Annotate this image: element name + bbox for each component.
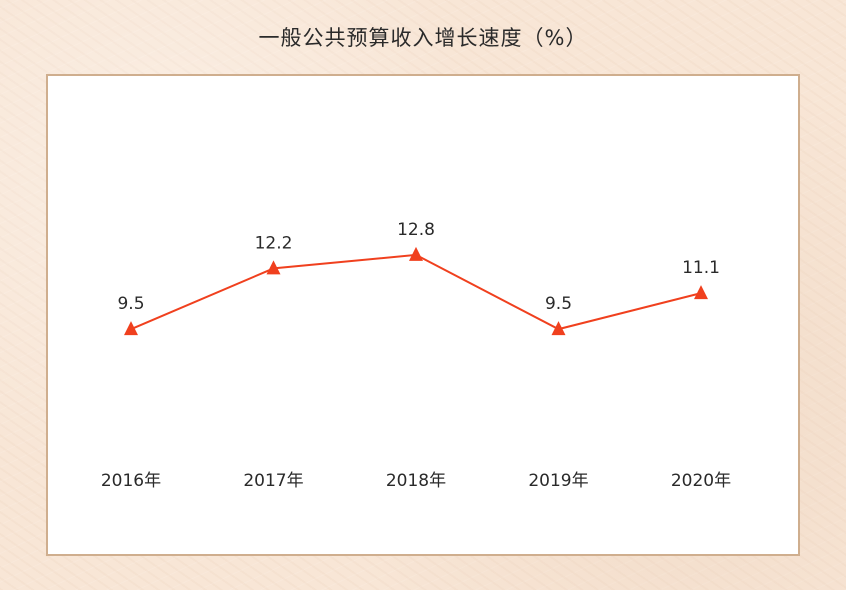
data-point-marker [124,321,138,336]
data-label: 12.8 [397,220,435,240]
data-labels-group: 9.5 12.2 12.8 9.5 11.1 [117,220,719,314]
data-label: 9.5 [545,294,572,314]
chart-panel [46,74,800,556]
data-label: 11.1 [682,258,720,278]
series-group [124,246,708,336]
data-point-marker [409,246,423,261]
data-label: 9.5 [117,294,144,314]
x-tick-label: 2020年 [671,471,731,491]
data-point-marker [551,321,566,336]
x-tick-label: 2017年 [243,471,303,491]
x-tick-label: 2019年 [528,471,588,491]
chart-title: 一般公共预算收入增长速度（%） [258,26,588,50]
x-tick-label: 2016年 [101,471,161,491]
data-point-marker [266,260,281,275]
x-axis-labels: 2016年 2017年 2018年 2019年 2020年 [101,471,731,491]
x-tick-label: 2018年 [386,471,446,491]
data-point-marker [694,285,708,300]
data-label: 12.2 [255,233,293,253]
series-line [130,253,702,331]
